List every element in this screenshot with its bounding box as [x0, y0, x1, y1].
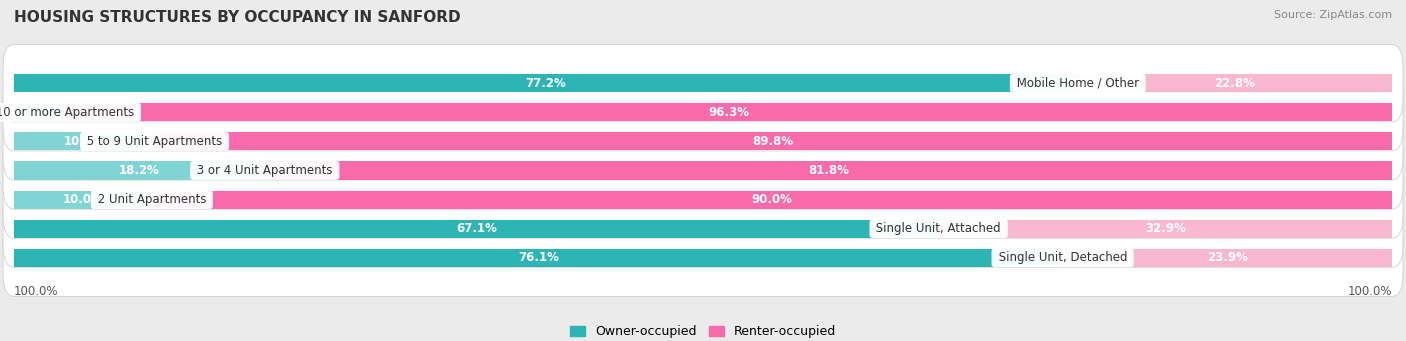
Text: 3 or 4 Unit Apartments: 3 or 4 Unit Apartments: [193, 164, 336, 177]
FancyBboxPatch shape: [3, 74, 1403, 151]
Bar: [14, 132, 155, 150]
FancyBboxPatch shape: [3, 219, 1403, 296]
Bar: [14, 162, 264, 179]
Bar: [14, 249, 1063, 267]
Text: 81.8%: 81.8%: [808, 164, 849, 177]
Text: Single Unit, Detached: Single Unit, Detached: [994, 251, 1130, 264]
Text: 77.2%: 77.2%: [526, 77, 567, 90]
FancyBboxPatch shape: [3, 190, 1403, 267]
Text: 10.2%: 10.2%: [63, 135, 104, 148]
Text: Source: ZipAtlas.com: Source: ZipAtlas.com: [1274, 10, 1392, 20]
Text: 90.0%: 90.0%: [751, 193, 793, 206]
Text: 100.0%: 100.0%: [14, 285, 59, 298]
Text: 32.9%: 32.9%: [1144, 222, 1185, 235]
Bar: [14, 103, 65, 121]
Text: 23.9%: 23.9%: [1206, 251, 1247, 264]
FancyBboxPatch shape: [3, 161, 1403, 238]
Text: Mobile Home / Other: Mobile Home / Other: [1012, 77, 1143, 90]
Bar: [14, 74, 1078, 92]
Bar: [1063, 249, 1392, 267]
Text: 22.8%: 22.8%: [1215, 77, 1256, 90]
Text: 89.8%: 89.8%: [752, 135, 794, 148]
Text: 96.3%: 96.3%: [709, 106, 749, 119]
Legend: Owner-occupied, Renter-occupied: Owner-occupied, Renter-occupied: [565, 320, 841, 341]
Bar: [264, 162, 1392, 179]
Text: Single Unit, Attached: Single Unit, Attached: [873, 222, 1005, 235]
Text: 2 Unit Apartments: 2 Unit Apartments: [94, 193, 209, 206]
Text: 5 to 9 Unit Apartments: 5 to 9 Unit Apartments: [83, 135, 226, 148]
Text: 67.1%: 67.1%: [456, 222, 496, 235]
Text: 10 or more Apartments: 10 or more Apartments: [0, 106, 138, 119]
Bar: [155, 132, 1392, 150]
Bar: [14, 191, 152, 209]
Text: 3.7%: 3.7%: [18, 106, 51, 119]
FancyBboxPatch shape: [3, 45, 1403, 122]
FancyBboxPatch shape: [3, 132, 1403, 209]
FancyBboxPatch shape: [3, 103, 1403, 180]
Bar: [939, 220, 1392, 238]
Bar: [65, 103, 1392, 121]
Text: 100.0%: 100.0%: [1347, 285, 1392, 298]
Text: 10.0%: 10.0%: [63, 193, 103, 206]
Bar: [152, 191, 1392, 209]
Text: HOUSING STRUCTURES BY OCCUPANCY IN SANFORD: HOUSING STRUCTURES BY OCCUPANCY IN SANFO…: [14, 10, 461, 25]
Bar: [1078, 74, 1392, 92]
Bar: [14, 220, 939, 238]
Text: 76.1%: 76.1%: [517, 251, 558, 264]
Text: 18.2%: 18.2%: [120, 164, 160, 177]
